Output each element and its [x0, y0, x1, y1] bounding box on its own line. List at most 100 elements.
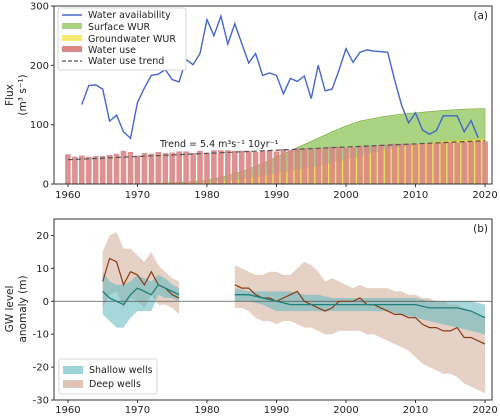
water-use-bar [412, 144, 419, 184]
water-use-bar [433, 143, 440, 184]
water-use-bar [266, 150, 273, 184]
water-use-trend-line [67, 140, 486, 161]
water-use-bar [72, 156, 78, 184]
water-use-bar [65, 154, 71, 184]
water-use-bar [204, 153, 210, 184]
water-use-bar [211, 150, 217, 184]
y-tick-label: -10 [33, 330, 49, 341]
water-use-bar [155, 152, 162, 184]
water-use-bar [120, 150, 127, 184]
water-use-bar [287, 150, 294, 184]
y-tick-label: -20 [33, 363, 49, 374]
y-tick-label: 200 [30, 61, 49, 72]
x-tick-label: 2010 [403, 190, 428, 201]
water-use-bar [280, 149, 287, 184]
shallow-wells-line [102, 283, 180, 306]
panel-b-ylabel: GW level [4, 286, 16, 333]
x-tick-label: 1980 [194, 405, 219, 416]
water-use-bar [183, 151, 189, 184]
water-use-bar [86, 156, 92, 184]
water-use-bar [384, 144, 391, 184]
y-tick-label: 10 [36, 264, 49, 275]
x-tick-label: 2020 [472, 405, 497, 416]
panel-a-ylabel-unit: (m³ s⁻¹) [17, 74, 29, 115]
x-tick-label: 1960 [55, 190, 80, 201]
legend-label-availability: Water availability [88, 10, 171, 21]
panel-a: 1960 1970 1980 1990 2000 2010 2020 0100200300 … [4, 2, 498, 202]
water-use-bar [329, 146, 335, 184]
legend-label-surface: Surface WUR [88, 22, 151, 33]
water-use-bar [225, 150, 231, 184]
trend-label: Trend = 5.4 m³s⁻¹ 10yr⁻¹ [159, 139, 279, 150]
panel-b: 1960 1970 1980 1990 2000 2010 2020 -30 -20 -10 0 1… [4, 218, 498, 416]
x-tick-label: 2010 [403, 405, 428, 416]
legend-swatch-groundwater [62, 35, 82, 41]
water-use-bar [197, 150, 203, 184]
water-use-bar [419, 143, 426, 184]
water-use-bar [238, 150, 245, 184]
y-tick-label: 20 [36, 231, 49, 242]
water-use-bar [461, 141, 467, 184]
water-use-bar [315, 147, 321, 184]
water-use-bar [134, 155, 141, 184]
panel-a-frame [53, 5, 493, 185]
y-tick-label: 0 [43, 180, 49, 191]
x-tick-label: 1990 [264, 190, 289, 201]
x-tick-label: 1970 [125, 405, 150, 416]
x-tick-label: 2000 [333, 190, 358, 201]
x-tick-label: 1980 [194, 190, 219, 201]
x-tick-label: 1990 [264, 405, 289, 416]
legend-label-groundwater: Groundwater WUR [88, 34, 176, 45]
water-use-bar [482, 141, 488, 184]
panel-b-label: (b) [473, 223, 488, 235]
x-tick-label: 2020 [472, 190, 497, 201]
water-use-bar [113, 153, 120, 184]
water-use-bar [273, 151, 280, 184]
panel-b-ylabel-line2: anomaly (m) [17, 275, 29, 342]
water-use-bar [99, 156, 106, 184]
shallow-wells-line [234, 294, 486, 319]
panel-a-legend: Water availability Surface WUR Groundwat… [57, 7, 187, 71]
water-use-bar [322, 147, 328, 184]
water-use-bar [169, 152, 175, 184]
water-use-bar [141, 153, 148, 184]
x-tick-label: 1970 [125, 190, 150, 201]
panel-b-frame [53, 218, 493, 401]
x-tick-label: 2000 [333, 405, 358, 416]
water-use-bar [79, 155, 85, 184]
legend-label-deep: Deep wells [89, 379, 141, 390]
water-use-bar [127, 152, 134, 184]
water-use-bar [426, 143, 433, 184]
water-use-bar [245, 150, 252, 184]
legend-swatch-surface [62, 23, 82, 29]
water-use-bar [350, 147, 356, 184]
panel-a-ylabel: Flux [4, 84, 16, 106]
water-use-bar [259, 150, 266, 184]
y-tick-label: 0 [43, 297, 49, 308]
water-use-bar [391, 143, 398, 184]
water-use-bar [162, 153, 169, 184]
water-use-bar [106, 154, 113, 184]
water-use-bar [176, 151, 182, 184]
shallow-wells-band [234, 288, 485, 335]
x-tick-label: 1960 [55, 405, 80, 416]
water-use-bar [343, 147, 349, 184]
water-use-bar [148, 153, 155, 184]
y-tick-label: -30 [33, 396, 49, 407]
water-use-bar [440, 142, 447, 184]
water-use-bar [301, 148, 308, 184]
water-use-bar [294, 148, 301, 184]
y-tick-label: 300 [30, 2, 49, 13]
water-use-bar [398, 143, 405, 184]
legend-label-shallow: Shallow wells [89, 365, 153, 376]
water-use-bar [308, 147, 315, 184]
water-use-bar [371, 146, 377, 184]
panel-b-legend: Shallow wells Deep wells [58, 358, 158, 395]
legend-box-b [58, 358, 158, 395]
water-use-bar [364, 145, 370, 184]
water-use-bar [357, 146, 363, 184]
legend-swatch-deep [63, 380, 83, 388]
water-use-bar [218, 150, 224, 184]
legend-label-use: Water use [88, 45, 136, 56]
